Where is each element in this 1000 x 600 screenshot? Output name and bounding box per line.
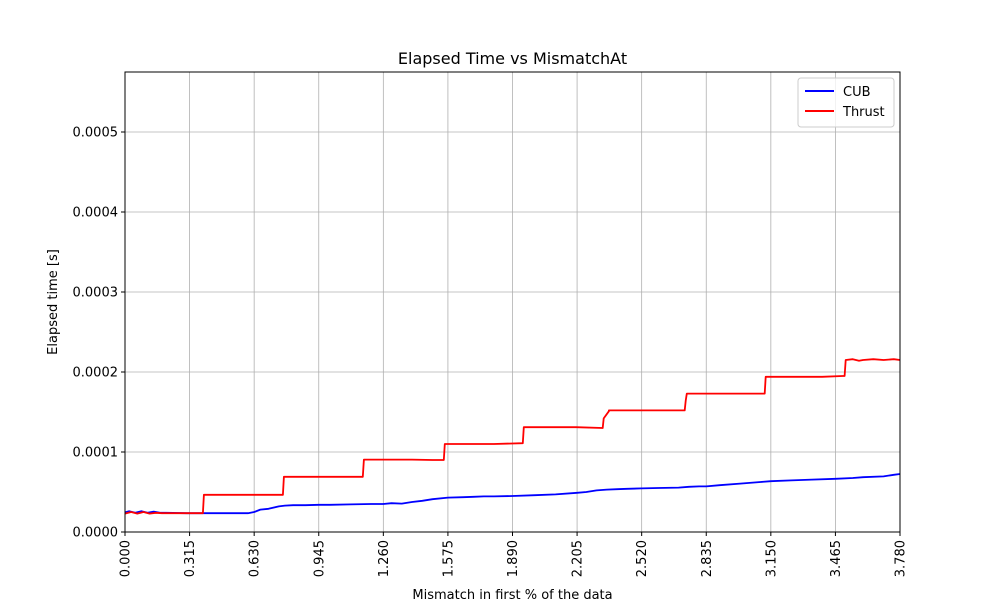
y-axis-label: Elapsed time [s]	[46, 249, 61, 355]
y-tick-label: 0.0004	[73, 206, 119, 221]
x-tick-label: 3.150	[764, 540, 779, 577]
x-tick-label: 0.630	[248, 540, 263, 577]
legend-label-cub: CUB	[843, 85, 871, 100]
legend: CUB Thrust	[797, 77, 895, 128]
y-tick-label: 0.0005	[73, 126, 119, 141]
x-tick-label: 2.520	[635, 540, 650, 577]
series-line-thrust	[124, 358, 901, 515]
x-tick-label: 0.315	[183, 540, 198, 577]
x-tick-label: 0.945	[312, 540, 327, 577]
series-lines	[124, 358, 901, 515]
chart-title: Elapsed Time vs MismatchAt	[398, 49, 627, 68]
x-tick-label: 2.205	[571, 540, 586, 577]
series-line-cub	[124, 473, 901, 515]
x-axis-ticks: 0.000 0.315 0.630 0.945 1.260 1.575 1.890 2.205…	[119, 532, 909, 577]
y-axis-ticks: 0.0000 0.0001 0.0002 0.0003 0.0004 0.0005	[73, 126, 125, 541]
x-tick-label: 0.000	[119, 540, 134, 577]
legend-label-thrust: Thrust	[842, 105, 885, 120]
x-tick-label: 1.890	[506, 540, 521, 577]
x-tick-label: 2.835	[700, 540, 715, 577]
y-tick-label: 0.0002	[73, 366, 119, 381]
x-tick-label: 1.575	[441, 540, 456, 577]
x-tick-label: 1.260	[377, 540, 392, 577]
x-tick-label: 3.465	[829, 540, 844, 577]
x-tick-label: 3.780	[894, 540, 909, 577]
x-axis-label: Mismatch in first % of the data	[412, 588, 612, 600]
y-tick-label: 0.0000	[73, 526, 119, 541]
y-tick-label: 0.0001	[73, 446, 119, 461]
y-tick-label: 0.0003	[73, 286, 119, 301]
